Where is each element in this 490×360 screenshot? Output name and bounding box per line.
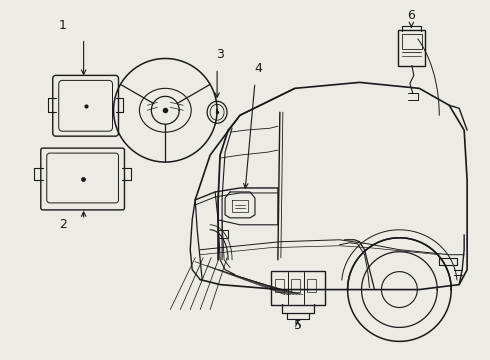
Text: 5: 5 [294,319,302,332]
Text: 2: 2 [59,218,67,231]
Text: 1: 1 [59,19,67,32]
Text: 6: 6 [407,9,416,22]
Text: 4: 4 [254,62,262,75]
Text: 3: 3 [216,49,224,62]
